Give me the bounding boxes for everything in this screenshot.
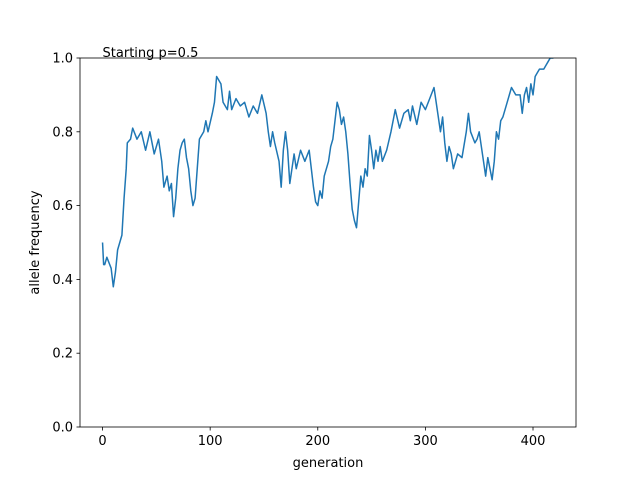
x-tick-label: 300 [413, 434, 438, 449]
y-tick-label: 0.4 [52, 273, 73, 288]
x-tick-label: 100 [198, 434, 223, 449]
x-tick-label: 400 [521, 434, 546, 449]
y-tick-label: 0.2 [52, 347, 73, 362]
annotation: Starting p=0.5 [103, 46, 199, 61]
y-tick-label: 0.6 [52, 199, 73, 214]
data-line [101, 58, 554, 288]
y-tick-label: 1.0 [52, 52, 73, 67]
x-axis-label: generation [293, 456, 364, 471]
y-tick-label: 0.8 [52, 125, 73, 140]
x-tick-label: 200 [305, 434, 330, 449]
plot-frame [79, 57, 577, 428]
y-tick-label: 0.0 [52, 421, 73, 436]
y-axis-label: allele frequency [28, 190, 43, 294]
x-tick-label: 0 [98, 434, 106, 449]
